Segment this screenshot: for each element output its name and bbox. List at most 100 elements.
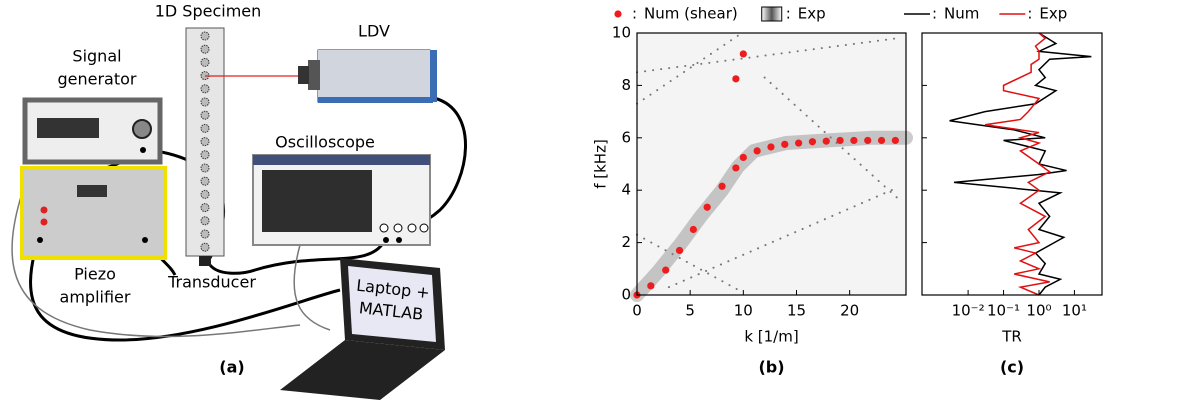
plot-frame [636, 32, 907, 296]
ldv-label: LDV [358, 22, 390, 41]
num-point [732, 75, 740, 83]
num-point [739, 153, 747, 162]
num-point [732, 164, 740, 172]
num-point [850, 136, 858, 145]
x-tick-label: 5 [685, 302, 695, 320]
amplifier-label: amplifier [60, 288, 131, 307]
bolt [200, 203, 210, 213]
x-tick-label: 20 [840, 302, 859, 320]
x-tick-label: 10⁻¹ [987, 302, 1020, 320]
transducer-label: Transducer [167, 273, 256, 292]
plot: 10⁻² 10⁻¹ 10⁰ 10¹ TR (c): Num: Exp [904, 5, 1103, 377]
y-tick-label: 8 [621, 76, 631, 94]
y-tick-label: 10 [612, 24, 631, 42]
plot: 0 5 10 15 20 0 2 4 6 8 10 k [1/m] f [kHz] (b): Num (sh… [592, 5, 913, 377]
y-tick-label: 4 [621, 181, 631, 199]
amplifier-label: Piezo [74, 265, 116, 284]
y-tick-label: 0 [621, 286, 631, 304]
y-axis-label: f [kHz] [592, 139, 610, 189]
legend-separator: : [1027, 5, 1032, 23]
legend-label: Exp [798, 5, 826, 23]
cable [11, 169, 301, 338]
port [396, 237, 402, 243]
x-axis-label: k [1/m] [744, 328, 798, 346]
port [142, 237, 148, 243]
port [37, 237, 43, 243]
tr-line [984, 32, 1052, 296]
bolt [200, 229, 210, 239]
transducer [199, 256, 211, 266]
num-point [662, 266, 670, 274]
y-tick-label: 6 [621, 128, 631, 146]
ldv-lens [298, 66, 309, 84]
ldv-face [318, 50, 430, 102]
legend-label: Num (shear) [644, 5, 738, 23]
laptop-base [280, 340, 445, 400]
bolt [200, 137, 210, 147]
num-point [795, 139, 803, 147]
legend-swatch [761, 6, 783, 22]
signal-generator-label: Signal [72, 47, 121, 66]
caption: (c) [1000, 358, 1024, 377]
num-point [877, 136, 886, 145]
oscilloscope-top [253, 155, 430, 165]
cable [293, 244, 331, 331]
bolt [200, 123, 210, 133]
ldv-lens [308, 60, 320, 90]
port [140, 147, 146, 153]
num-point [718, 182, 726, 190]
laptop-screen [348, 266, 436, 342]
num-point [836, 136, 844, 145]
num-point [864, 136, 872, 145]
tr-line [949, 32, 1092, 296]
bolt [200, 242, 210, 252]
bolt [200, 110, 210, 120]
branch [636, 37, 899, 74]
legend-swatch [614, 10, 622, 18]
legend-label: Exp [1039, 5, 1067, 23]
x-tick-label: 10¹ [1062, 302, 1087, 320]
signal-generator-label: generator [57, 70, 136, 89]
oscilloscope-label: Oscilloscope [275, 133, 375, 152]
num-point [689, 225, 697, 234]
bolt [200, 97, 210, 107]
bolt [200, 176, 210, 186]
num-point [675, 246, 684, 255]
branch [667, 186, 899, 289]
knob [132, 119, 152, 139]
bolt [200, 44, 210, 54]
branch [763, 76, 899, 200]
bolt [200, 216, 210, 226]
x-axis-label: TR [1001, 328, 1022, 346]
led [40, 218, 48, 226]
port [419, 223, 429, 233]
x-tick-label: 15 [787, 302, 806, 320]
bolt [200, 189, 210, 199]
legend-separator: : [932, 5, 937, 23]
branch [636, 233, 740, 291]
caption: (b) [758, 358, 784, 377]
num-point [739, 50, 747, 58]
plot-frame [921, 32, 1103, 296]
x-tick-label: 0 [632, 302, 642, 320]
led [40, 206, 48, 214]
num-point [891, 136, 899, 145]
port [407, 223, 417, 233]
display [37, 118, 99, 138]
screen [262, 170, 372, 232]
x-tick-label: 10⁰ [1026, 302, 1051, 320]
ldv-side [318, 97, 433, 103]
cable [29, 239, 341, 342]
cable [208, 239, 387, 275]
num-point [647, 282, 655, 290]
bolt [200, 57, 210, 67]
setup-diagram: 1D Specimen LDV Signal generator Oscillo… [11, 2, 467, 400]
specimen-label: 1D Specimen [155, 2, 262, 21]
port [379, 223, 389, 233]
bolt [200, 31, 210, 41]
port [393, 223, 403, 233]
y-tick-label: 2 [621, 233, 631, 251]
display [77, 185, 107, 197]
bolt [200, 163, 210, 173]
